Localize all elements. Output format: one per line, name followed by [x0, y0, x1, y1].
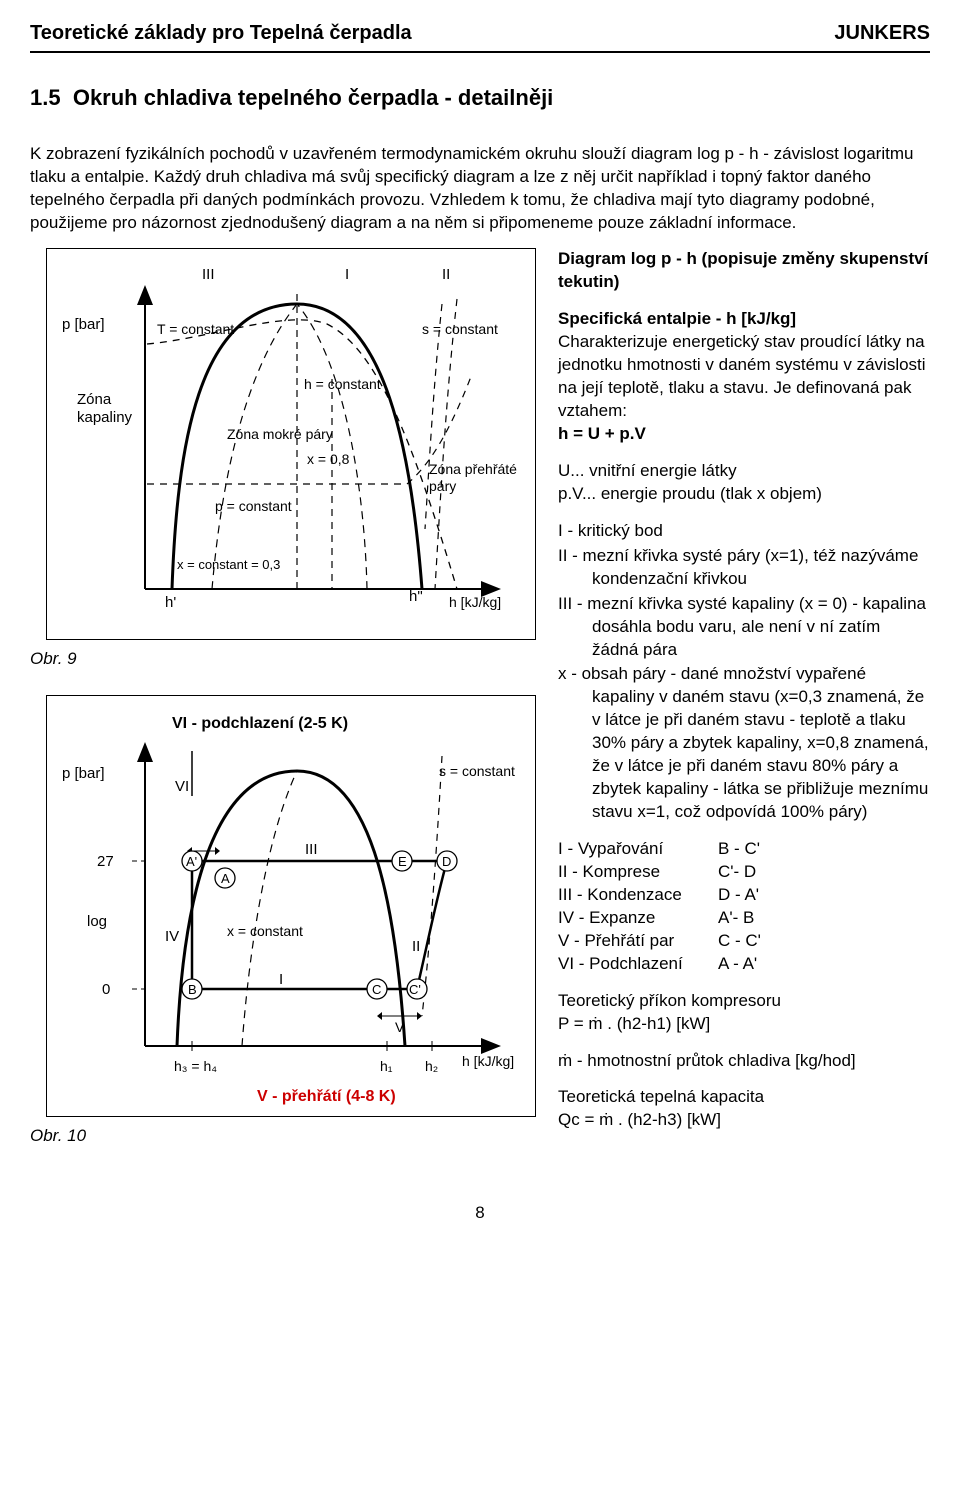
lbl-sconst: s = constant: [422, 321, 498, 337]
lbl-Tconst: T = constant: [157, 321, 234, 337]
diagrams-column: III I II p [bar] h [kJ/kg] T = constant …: [30, 248, 540, 1172]
entalpie-body: Charakterizuje energetický stav proudící…: [558, 331, 930, 423]
lbl-hdprime: h": [409, 588, 423, 605]
lbl-27: 27: [97, 853, 114, 870]
pV-def: p.V... energie proudu (tlak x objem): [558, 483, 930, 506]
lbl-zonakap-l1: Zóna: [77, 391, 112, 408]
lbl-V: V: [395, 1019, 405, 1035]
lbl-zonamokre: Zóna mokré páry: [227, 426, 333, 442]
diagram-cycle: VI - podchlazení (2-5 K) p [bar] h [kJ/k…: [46, 695, 536, 1117]
lbl-hkjkg2: h [kJ/kg]: [462, 1053, 514, 1069]
section-title: 1.5 Okruh chladiva tepelného čerpadla - …: [30, 83, 930, 113]
lbl-VI: VI: [175, 778, 189, 795]
lbl-C: C: [372, 982, 381, 997]
lbl-pbar: p [bar]: [62, 316, 105, 333]
header-right: JUNKERS: [834, 20, 930, 47]
lbl-A: A: [221, 871, 230, 886]
fig10-label: Obr. 10: [30, 1125, 540, 1148]
lbl-h1: h₁: [380, 1058, 393, 1074]
lbl-Ibot: I: [279, 971, 283, 988]
lbl-zonakap-l2: kapaliny: [77, 409, 133, 426]
lbl-pbar2: p [bar]: [62, 765, 105, 782]
fig9-label: Obr. 9: [30, 648, 540, 671]
diagram-log-ph-general: III I II p [bar] h [kJ/kg] T = constant …: [46, 248, 536, 640]
lbl-E: E: [398, 854, 407, 869]
lbl-IV: IV: [165, 928, 179, 945]
diagram2-svg: VI - podchlazení (2-5 K) p [bar] h [kJ/k…: [47, 696, 537, 1116]
U-def: U... vnitřní energie látky: [558, 460, 930, 483]
teor2-l2: Qc = ṁ . (h2-h3) [kW]: [558, 1109, 930, 1132]
text-column: Diagram log p - h (popisuje změny skupen…: [558, 248, 930, 1146]
intro-paragraph: K zobrazení fyzikálních pochodů v uzavře…: [30, 143, 930, 235]
def-III: III - mezní křivka systé kapaliny (x = 0…: [558, 593, 930, 662]
lbl-zonapreh-l1: Zóna přehřáté: [429, 461, 517, 477]
page-number: 8: [30, 1202, 930, 1225]
teor2-l1: Teoretická tepelná kapacita: [558, 1086, 930, 1109]
lbl-sconst2: s = constant: [439, 763, 515, 779]
lbl-h34: h₃ = h₄: [174, 1058, 217, 1074]
lbl-x03: x = constant = 0,3: [177, 557, 280, 572]
lbl-hprime: h': [165, 594, 176, 611]
lbl-III2: III: [305, 841, 318, 858]
lbl-zonapreh-l2: páry: [429, 478, 456, 494]
teor1-l2: P = ṁ . (h2-h1) [kW]: [558, 1013, 930, 1036]
def-I: I - kritický bod: [558, 520, 930, 543]
header-left: Teoretické základy pro Tepelná čerpadla: [30, 20, 412, 47]
lbl-pconst: p = constant: [215, 498, 292, 514]
lbl-D: D: [442, 854, 451, 869]
lbl-Aprime: A': [186, 854, 197, 869]
lbl-0: 0: [102, 981, 110, 998]
teor1-l1: Teoretický příkon kompresoru: [558, 990, 930, 1013]
entalpie-title: Specifická entalpie - h [kJ/kg]: [558, 308, 930, 331]
def-II: II - mezní křivka systé páry (x=1), též …: [558, 545, 930, 591]
lbl-I: I: [345, 266, 349, 283]
lbl-VI-title: VI - podchlazení (2-5 K): [172, 715, 348, 732]
entalpie-eq: h = U + p.V: [558, 423, 930, 446]
lbl-log: log: [87, 913, 107, 930]
mdot: ṁ - hmotnostní průtok chladiva [kg/hod]: [558, 1050, 930, 1073]
lbl-hkjkg: h [kJ/kg]: [449, 594, 501, 610]
diagram1-svg: III I II p [bar] h [kJ/kg] T = constant …: [47, 249, 537, 639]
process-list: I - VypařováníB - C' II - KompreseC'- D …: [558, 838, 930, 976]
heading-diagram: Diagram log p - h (popisuje změny skupen…: [558, 248, 930, 294]
lbl-Cprime: C': [409, 982, 421, 997]
lbl-xconst: x = constant: [227, 923, 303, 939]
lbl-hconst: h = constant: [304, 376, 381, 392]
lbl-II2: II: [412, 938, 420, 955]
def-x: x - obsah páry - dané množství vypařené …: [558, 663, 930, 824]
lbl-II: II: [442, 266, 450, 283]
lbl-B: B: [188, 982, 197, 997]
lbl-V-title: V - přehřátí (4-8 K): [257, 1088, 396, 1105]
lbl-x08: x = 0,8: [307, 451, 350, 467]
page-header: Teoretické základy pro Tepelná čerpadla …: [30, 20, 930, 53]
lbl-III: III: [202, 266, 215, 283]
lbl-h2: h₂: [425, 1058, 438, 1074]
